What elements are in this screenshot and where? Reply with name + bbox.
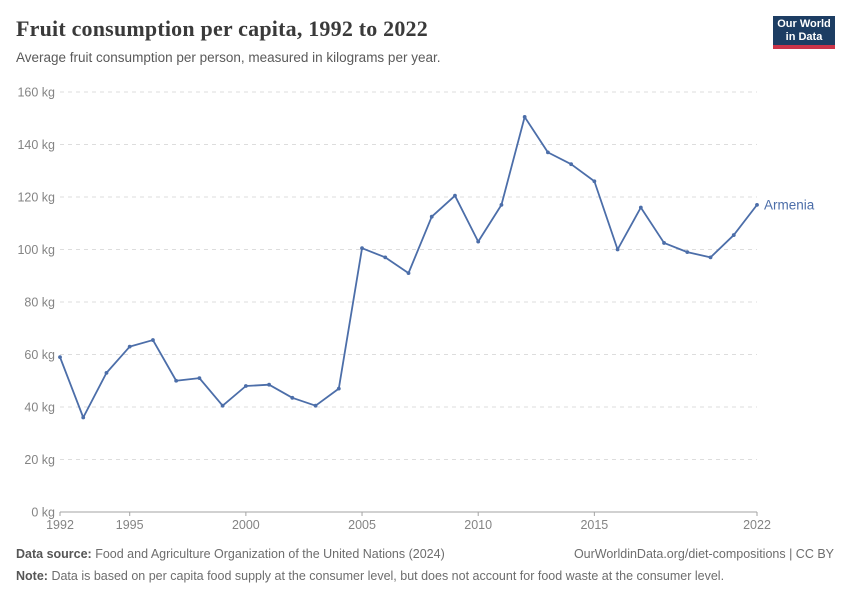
data-point[interactable]	[546, 150, 550, 155]
x-tick-label: 1995	[116, 518, 144, 532]
data-point[interactable]	[569, 162, 574, 167]
data-point[interactable]	[220, 403, 225, 408]
data-point[interactable]	[615, 247, 620, 252]
data-point[interactable]	[81, 415, 86, 420]
data-point[interactable]	[290, 395, 295, 400]
owid-logo-line1: Our World	[777, 17, 831, 30]
note-line: Note: Data is based on per capita food s…	[16, 569, 834, 583]
chart-footer: Data source: Food and Agriculture Organi…	[16, 547, 834, 561]
data-point[interactable]	[313, 403, 318, 408]
data-point[interactable]	[383, 255, 388, 260]
y-tick-label: 0 kg	[31, 506, 55, 520]
data-point[interactable]	[592, 179, 597, 184]
x-tick-label: 1992	[46, 518, 74, 532]
data-source-text: Food and Agriculture Organization of the…	[95, 547, 445, 561]
y-tick-label: 120 kg	[17, 191, 55, 205]
x-tick-label: 2015	[580, 518, 608, 532]
data-point[interactable]	[638, 205, 643, 210]
data-source-line: Data source: Food and Agriculture Organi…	[16, 547, 445, 561]
x-tick-label: 2000	[232, 518, 260, 532]
y-tick-label: 80 kg	[24, 296, 55, 310]
data-point[interactable]	[243, 384, 248, 388]
data-point[interactable]	[499, 202, 504, 207]
data-point[interactable]	[476, 239, 481, 244]
data-point[interactable]	[522, 115, 527, 119]
data-point[interactable]	[755, 202, 759, 207]
note-label: Note:	[16, 569, 48, 583]
data-point[interactable]	[685, 250, 690, 255]
data-point[interactable]	[429, 214, 434, 219]
y-tick-label: 60 kg	[24, 348, 55, 362]
data-point[interactable]	[58, 355, 62, 360]
license-link[interactable]: OurWorldinData.org/diet-compositions | C…	[573, 547, 834, 561]
y-tick-label: 160 kg	[17, 86, 55, 100]
data-point[interactable]	[731, 233, 736, 237]
y-tick-label: 140 kg	[17, 138, 55, 152]
y-tick-label: 20 kg	[24, 453, 55, 467]
data-point[interactable]	[406, 271, 411, 276]
x-tick-label: 2005	[348, 518, 376, 532]
y-tick-label: 40 kg	[24, 401, 55, 415]
x-tick-label: 2022	[743, 518, 771, 532]
data-point[interactable]	[174, 378, 179, 383]
armenia-line[interactable]	[59, 116, 758, 419]
data-point[interactable]	[197, 376, 202, 381]
chart-subtitle: Average fruit consumption per person, me…	[16, 50, 441, 65]
y-tick-label: 100 kg	[17, 243, 55, 257]
data-point[interactable]	[453, 193, 457, 198]
x-tick-label: 2010	[464, 518, 492, 532]
data-point[interactable]	[127, 344, 132, 349]
data-point[interactable]	[708, 255, 713, 260]
data-point[interactable]	[104, 370, 109, 375]
page-title: Fruit consumption per capita, 1992 to 20…	[16, 16, 428, 41]
owid-logo-line2: in Data	[785, 31, 823, 43]
data-point[interactable]	[336, 386, 341, 391]
series-label-armenia[interactable]: Armenia	[764, 197, 815, 212]
data-point[interactable]	[151, 338, 155, 342]
data-point[interactable]	[360, 246, 364, 251]
data-point[interactable]	[662, 241, 666, 245]
data-source-label: Data source:	[16, 547, 92, 561]
owid-logo[interactable]: Our World in Data	[773, 16, 835, 49]
note-text: Data is based on per capita food supply …	[51, 569, 725, 583]
data-point[interactable]	[267, 382, 271, 387]
